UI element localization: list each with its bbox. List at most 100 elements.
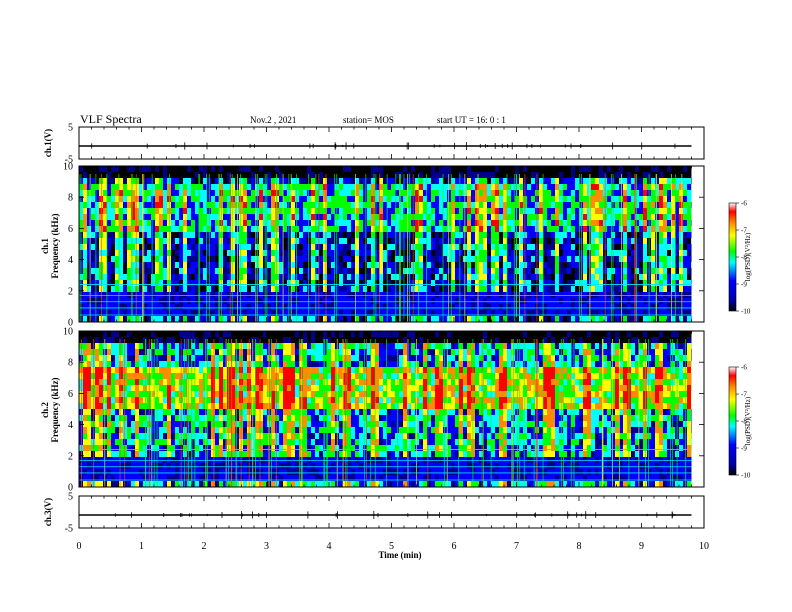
ch1-spectrogram-cell: [659, 256, 663, 262]
ch1-spectrogram-cell: [431, 304, 435, 310]
ch2-spectrogram-cell: [79, 433, 83, 439]
ch1-spectrogram-cell: [467, 220, 471, 226]
ch1-spectrogram-cell: [511, 256, 515, 262]
ch2-spectrogram-cell: [131, 349, 135, 355]
ch1-spectrogram-cell: [587, 202, 591, 208]
ch1-spectrogram-cell: [643, 214, 647, 220]
ch1-spectrogram-cell: [91, 196, 95, 202]
ch1-spectrogram-cell: [315, 310, 319, 316]
ch1-spectrogram-cell: [507, 268, 511, 274]
ch1-spectrogram-cell: [527, 268, 531, 274]
ch1-spectrogram-cell: [659, 208, 663, 214]
ch1-spectrogram-cell: [143, 316, 147, 322]
ch1-spectrogram-cell: [423, 238, 427, 244]
ch1-spectrogram-cell: [219, 166, 223, 172]
ch1-spectrogram-cell: [231, 310, 235, 316]
ch1-spectrogram-cell: [367, 232, 371, 238]
ch1-spectrogram-cell: [139, 226, 143, 232]
ch1-spectrogram-cell: [139, 178, 143, 184]
ch1-spectrogram-cell: [615, 244, 619, 250]
ch1-spectrogram-cell: [587, 262, 591, 268]
ch2-spectrogram-cell: [139, 439, 143, 445]
ch1-spectrogram-cell: [499, 178, 503, 184]
ch1-spectrogram-cell: [303, 268, 307, 274]
ch1-spectrogram-cell: [175, 244, 179, 250]
header-start-ut: start UT = 16: 0 : 1: [437, 115, 506, 125]
ch1-spectrogram-cell: [503, 220, 507, 226]
ch1-spectrogram-cell: [123, 214, 127, 220]
ch2-spectrogram-cell: [87, 421, 91, 427]
ch1-spectrogram-cell: [199, 244, 203, 250]
ch2-spectrogram-cell: [167, 457, 171, 463]
ch1-spectrogram-cell: [283, 226, 287, 232]
ch1-spectrogram-cell: [491, 286, 495, 292]
ch1-spectrogram-cell: [103, 286, 107, 292]
ch1-spectrogram-cell: [211, 304, 215, 310]
ch1-spectrogram-cell: [95, 226, 99, 232]
ch1-spectrogram-cell: [583, 244, 587, 250]
ch1-spectrogram-cell: [423, 172, 427, 178]
ch1-spectrogram-cell: [563, 256, 567, 262]
ch1-spectrogram-cell: [167, 256, 171, 262]
ch1-spectrogram-cell: [527, 274, 531, 280]
ch1-spectrogram-cell: [235, 316, 239, 322]
ch1-spectrogram-cell: [87, 184, 91, 190]
ch1-spectrogram-cell: [551, 232, 555, 238]
ch2-spectrogram-cell: [143, 457, 147, 463]
ch1-spectrogram-cell: [179, 280, 183, 286]
ch1-spectrogram-cell: [559, 310, 563, 316]
ch1-spectrogram-cell: [663, 304, 667, 310]
ch1-spectrogram-cell: [583, 292, 587, 298]
ch1-spectrogram-cell: [403, 190, 407, 196]
ch1-spectrogram-cell: [291, 226, 295, 232]
ch1-spectrogram-cell: [171, 262, 175, 268]
ch1-spectrogram-cell: [607, 298, 611, 304]
ch1-spectrogram-cell: [471, 196, 475, 202]
ch1-spectrogram-cell: [635, 292, 639, 298]
ch1-spectrogram-cell: [595, 286, 599, 292]
ch1-spectrogram-cell: [583, 178, 587, 184]
ch1-spectrogram-cell: [635, 208, 639, 214]
ch1-spectrogram-cell: [395, 196, 399, 202]
ch1-spectrogram-cell: [351, 262, 355, 268]
ch1-spectrogram-cell: [383, 190, 387, 196]
ch1-spectrogram-cell: [355, 268, 359, 274]
ch2-spectrogram-cell: [159, 337, 163, 343]
ch2-spectrogram-cell: [119, 367, 123, 373]
ch1-spectrogram-cell: [191, 250, 195, 256]
ch1-spectrogram-cell: [155, 304, 159, 310]
ch1-spectrogram-cell: [635, 178, 639, 184]
ch1-spectrogram-cell: [179, 208, 183, 214]
ch1-spectrogram-cell: [455, 256, 459, 262]
ch1-spectrogram-cell: [135, 280, 139, 286]
ch1-spectrogram-cell: [599, 214, 603, 220]
ch1-spectrogram-cell: [467, 316, 471, 322]
ch1-spectrogram-cell: [371, 256, 375, 262]
ch1-spectrogram-cell: [135, 220, 139, 226]
ch1-spectrogram-cell: [483, 202, 487, 208]
ch1-spectrogram-cell: [407, 268, 411, 274]
ch2-spectrogram-cell: [139, 409, 143, 415]
ch1-spectrogram-cell: [303, 274, 307, 280]
ch1-spectrogram-cell: [555, 178, 559, 184]
ch1-spectrogram-cell: [539, 292, 543, 298]
ch2-spectrogram-cell: [163, 475, 167, 481]
ch1-spectrogram-cell: [383, 250, 387, 256]
ch1-spectrogram-cell: [539, 232, 543, 238]
ch1-spectrogram-cell: [503, 268, 507, 274]
ch2-spectrogram-cell: [119, 337, 123, 343]
ch2-spectrogram-cell: [87, 355, 91, 361]
ch1-spectrogram-cell: [407, 286, 411, 292]
ch1-spectrogram-cell: [659, 178, 663, 184]
ch1-spectrogram-cell: [279, 262, 283, 268]
ch1-spectrogram-cell: [499, 214, 503, 220]
ch1-spectrogram-cell: [163, 226, 167, 232]
ch1-spectrogram-cell: [571, 238, 575, 244]
ch1-spectrogram-cell: [167, 268, 171, 274]
ch1-spectrogram-cell: [175, 238, 179, 244]
ch1-spectrogram-cell: [419, 226, 423, 232]
ch2-spectrogram-cell: [139, 433, 143, 439]
ch1-spectrogram-cell: [219, 226, 223, 232]
ch1-spectrogram-cell: [139, 274, 143, 280]
